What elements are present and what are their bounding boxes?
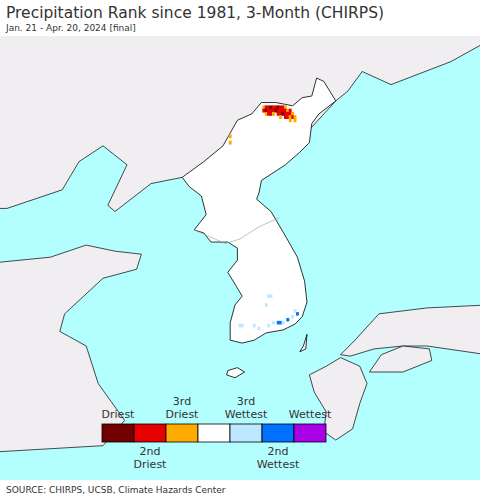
rank-cell: [279, 115, 282, 119]
rank-cell: [286, 318, 289, 322]
rank-cell: [291, 315, 294, 319]
legend-swatch: [166, 424, 198, 442]
legend-label: 2ndWettest: [257, 445, 300, 471]
rank-cell: [272, 321, 275, 325]
rank-cell: [294, 118, 297, 122]
rank-cell: [229, 141, 232, 145]
rank-cell: [258, 327, 261, 331]
cells: [229, 105, 299, 330]
figure: Precipitation Rank since 1981, 3-Month (…: [0, 0, 480, 499]
border: [194, 218, 279, 244]
tsushima: [300, 334, 307, 351]
rank-cell: [267, 324, 270, 328]
shikoku: [369, 346, 431, 372]
rank-cell: [272, 112, 275, 116]
title: Precipitation Rank since 1981, 3-Month (…: [6, 4, 384, 22]
legend-label: Wettest: [289, 408, 332, 421]
korea: [182, 78, 336, 343]
legend-swatch: [102, 424, 134, 442]
shandong: [0, 245, 141, 454]
legend-swatch: [262, 424, 294, 442]
legend-swatch: [230, 424, 262, 442]
rank-cell: [270, 294, 273, 298]
rank-cell: [265, 303, 268, 307]
legend-label: 2ndDriest: [134, 445, 168, 471]
rank-cell: [294, 309, 297, 313]
map: [0, 36, 480, 480]
rank-cell: [229, 134, 232, 138]
legend-label: 3rdWettest: [225, 395, 268, 421]
legend-swatch: [294, 424, 326, 442]
rank-cell: [282, 321, 285, 325]
rank-cell: [241, 324, 244, 328]
legend-swatch: [134, 424, 166, 442]
jeju: [227, 368, 245, 378]
subtitle: Jan. 21 - Apr. 20, 2024 [final]: [5, 23, 136, 33]
legend-label: 3rdDriest: [166, 395, 200, 421]
legend-label: Driest: [102, 408, 136, 421]
rank-cell: [289, 118, 292, 122]
legend-swatch: [198, 424, 230, 442]
rank-cell: [253, 324, 256, 328]
source: SOURCE: CHIRPS, UCSB, Climate Hazards Ce…: [6, 485, 226, 495]
legend: Driest 2ndDriest 3rdDriest 3rdWettest 2ndWet…: [102, 395, 332, 471]
